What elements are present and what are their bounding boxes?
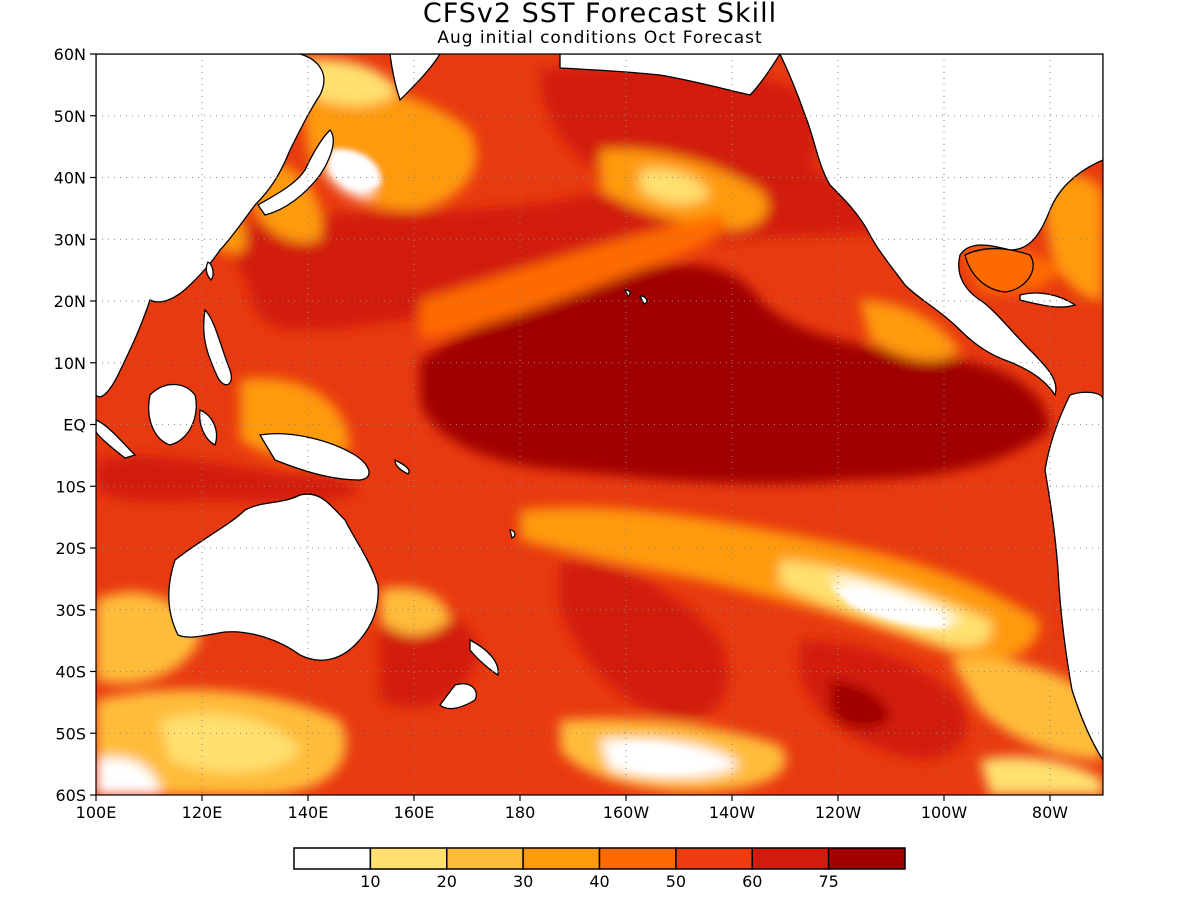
land-japan xyxy=(257,129,334,216)
land-sumatra xyxy=(96,419,137,459)
colorbar-swatch xyxy=(522,847,601,870)
lon-tick-label: 160E xyxy=(394,803,435,822)
land-cuba xyxy=(1019,292,1077,308)
lat-tick-label: EQ xyxy=(63,416,86,435)
land-sulawesi xyxy=(199,409,218,446)
land-taiwan xyxy=(205,261,214,281)
lat-tick-label: 30S xyxy=(55,601,86,620)
latitude-axis: 60N 50N 40N 30N 20N 10N EQ 10S 20S 30S 40S 50S 60S xyxy=(54,45,96,805)
land-borneo xyxy=(148,383,197,446)
longitude-axis: 100E 120E 140E 160E 180 160W 140W 120W 100W 80W xyxy=(76,795,1068,822)
colorbar-label: 30 xyxy=(513,872,533,891)
colorbar-label: 50 xyxy=(666,872,686,891)
land-gulf-water xyxy=(964,247,1034,293)
land-philippines xyxy=(203,308,232,386)
land-fiji xyxy=(509,529,516,539)
map-subtitle: Aug initial conditions Oct Forecast xyxy=(437,28,763,48)
lon-tick-label: 120W xyxy=(815,803,862,822)
land xyxy=(96,54,1103,762)
land-hawaii xyxy=(623,289,648,305)
lat-tick-label: 30N xyxy=(54,230,86,249)
map-title: CFSv2 SST Forecast Skill xyxy=(422,0,778,29)
lat-tick-label: 60S xyxy=(55,786,86,805)
skill-field xyxy=(96,54,1103,795)
land-new-zealand xyxy=(439,638,499,710)
land-solomon xyxy=(394,458,410,475)
colorbar: 10 20 30 40 50 60 75 xyxy=(293,847,906,891)
land-kamchatka xyxy=(389,54,441,102)
land-australia xyxy=(168,493,379,661)
lon-tick-label: 120E xyxy=(182,803,223,822)
colorbar-label: 10 xyxy=(360,872,380,891)
lat-tick-label: 20N xyxy=(54,292,86,311)
lon-tick-label: 100W xyxy=(921,803,968,822)
colorbar-swatch xyxy=(751,847,830,870)
lat-tick-label: 50N xyxy=(54,107,86,126)
land-new-guinea xyxy=(258,433,370,481)
colorbar-swatch xyxy=(369,847,448,870)
colorbar-label: 75 xyxy=(818,872,838,891)
lon-tick-label: 140E xyxy=(288,803,329,822)
colorbar-swatch xyxy=(675,847,753,870)
lat-tick-label: 40N xyxy=(54,169,86,188)
colorbar-label: 40 xyxy=(589,872,609,891)
lon-tick-label: 100E xyxy=(76,803,117,822)
lat-tick-label: 50S xyxy=(55,724,86,743)
land-asia xyxy=(96,54,325,398)
land-alaska xyxy=(559,54,781,96)
lat-tick-label: 60N xyxy=(54,45,86,64)
lat-tick-label: 20S xyxy=(55,539,86,558)
lon-tick-label: 80W xyxy=(1032,803,1068,822)
lat-tick-label: 40S xyxy=(55,663,86,682)
colorbar-swatch xyxy=(293,847,372,870)
lat-tick-label: 10S xyxy=(55,477,86,496)
lon-tick-label: 140W xyxy=(709,803,756,822)
lon-tick-label: 180 xyxy=(505,803,536,822)
colorbar-swatch xyxy=(827,847,906,870)
colorbar-label: 20 xyxy=(437,872,457,891)
lon-tick-label: 160W xyxy=(603,803,650,822)
lat-tick-label: 10N xyxy=(54,354,86,373)
colorbar-label: 60 xyxy=(742,872,762,891)
colorbar-swatch xyxy=(598,847,677,870)
colorbar-swatch xyxy=(446,847,524,870)
